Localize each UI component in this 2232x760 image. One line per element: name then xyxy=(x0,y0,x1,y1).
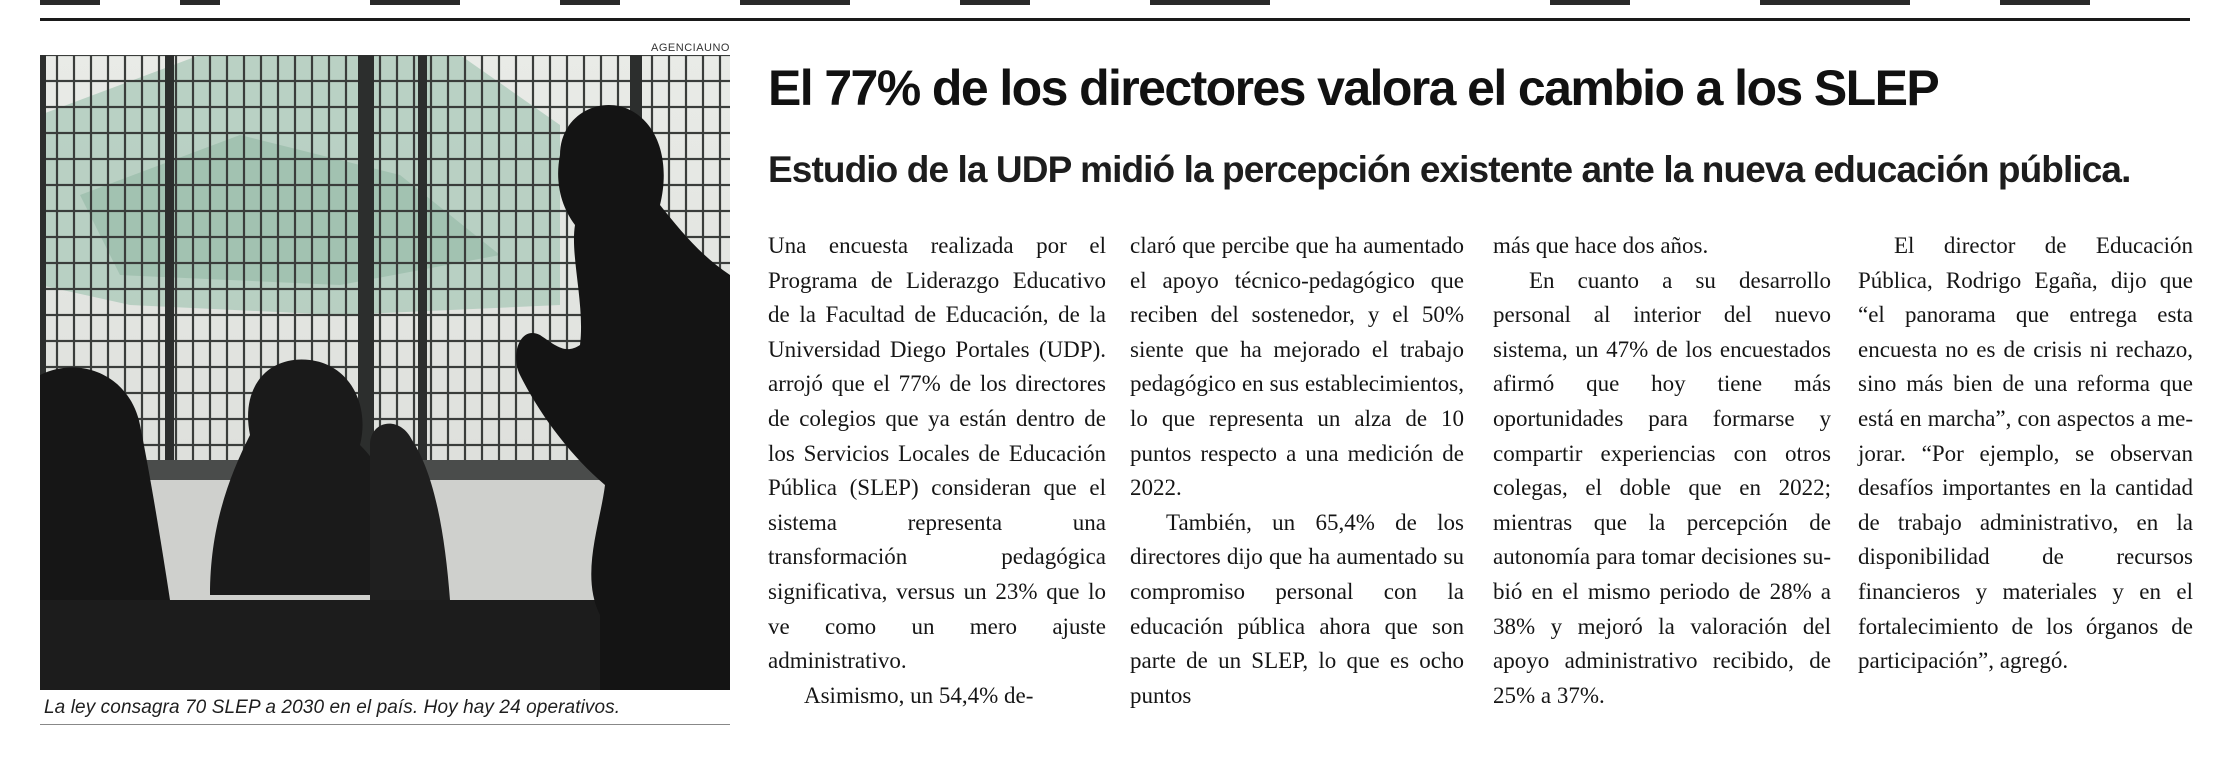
paragraph: En cuanto a su desarrollo personal al in… xyxy=(1493,267,1831,708)
photo-caption: La ley consagra 70 SLEP a 2030 en el paí… xyxy=(44,697,621,718)
paragraph: También, un 65,4% de los directores dijo… xyxy=(1130,509,1464,708)
article-column-3: más que hace dos años. En cuanto a su de… xyxy=(1493,229,1831,713)
photo-credit: AGENCIAUNO xyxy=(651,42,730,54)
paragraph: Asimismo, un 54,4% de- xyxy=(804,682,1034,708)
paragraph: Una encuesta realizada por el Programa d… xyxy=(768,233,1106,674)
subheadline: Estudio de la UDP midió la percepción ex… xyxy=(768,149,2131,190)
headline: El 77% de los directores valora el cambi… xyxy=(768,60,1940,116)
article-column-2: claró que percibe que ha au­mentado el a… xyxy=(1130,229,1464,713)
photo-block: AGENCIAUNO xyxy=(40,42,730,718)
article-column-1: Una encuesta realizada por el Programa d… xyxy=(768,229,1106,713)
classroom-photo xyxy=(40,55,730,690)
article-column-4: El director de Educación Pública, Rodrig… xyxy=(1858,229,2193,679)
top-rule xyxy=(40,18,2190,21)
previous-article-edge xyxy=(40,0,2190,6)
caption-rule xyxy=(40,724,730,725)
paragraph: claró que percibe que ha au­mentado el a… xyxy=(1130,233,1464,501)
paragraph: más que hace dos años. xyxy=(1493,233,1709,258)
paragraph: El director de Educación Pública, Rodrig… xyxy=(1858,233,2193,674)
